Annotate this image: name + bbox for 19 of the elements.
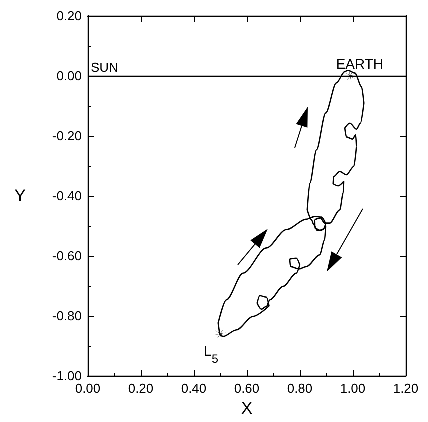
ref-line-label: SUN — [91, 60, 118, 75]
x-tick-label: 0.80 — [287, 381, 313, 396]
y-tick-label: -0.80 — [52, 308, 82, 324]
y-tick-label: 0.20 — [56, 8, 82, 24]
y-tick-label: -0.40 — [52, 188, 82, 204]
y-tick-label: -0.60 — [52, 248, 82, 264]
x-tick-label: 0.00 — [75, 381, 101, 396]
y-axis-title: Y — [14, 186, 26, 206]
x-tick-label: 1.00 — [340, 381, 366, 396]
y-tick-label: -1.00 — [52, 368, 82, 384]
x-tick-label: 0.40 — [181, 381, 207, 396]
x-axis-title: X — [241, 399, 253, 418]
y-tick-label: 0.00 — [56, 68, 82, 84]
x-tick-label: 0.60 — [234, 381, 260, 396]
annotation: EARTH — [336, 56, 384, 72]
x-tick-label: 1.20 — [393, 381, 419, 396]
y-tick-label: -0.20 — [52, 128, 82, 144]
x-tick-label: 0.20 — [128, 381, 154, 396]
annotation: L$_{5}$ — [204, 343, 219, 366]
